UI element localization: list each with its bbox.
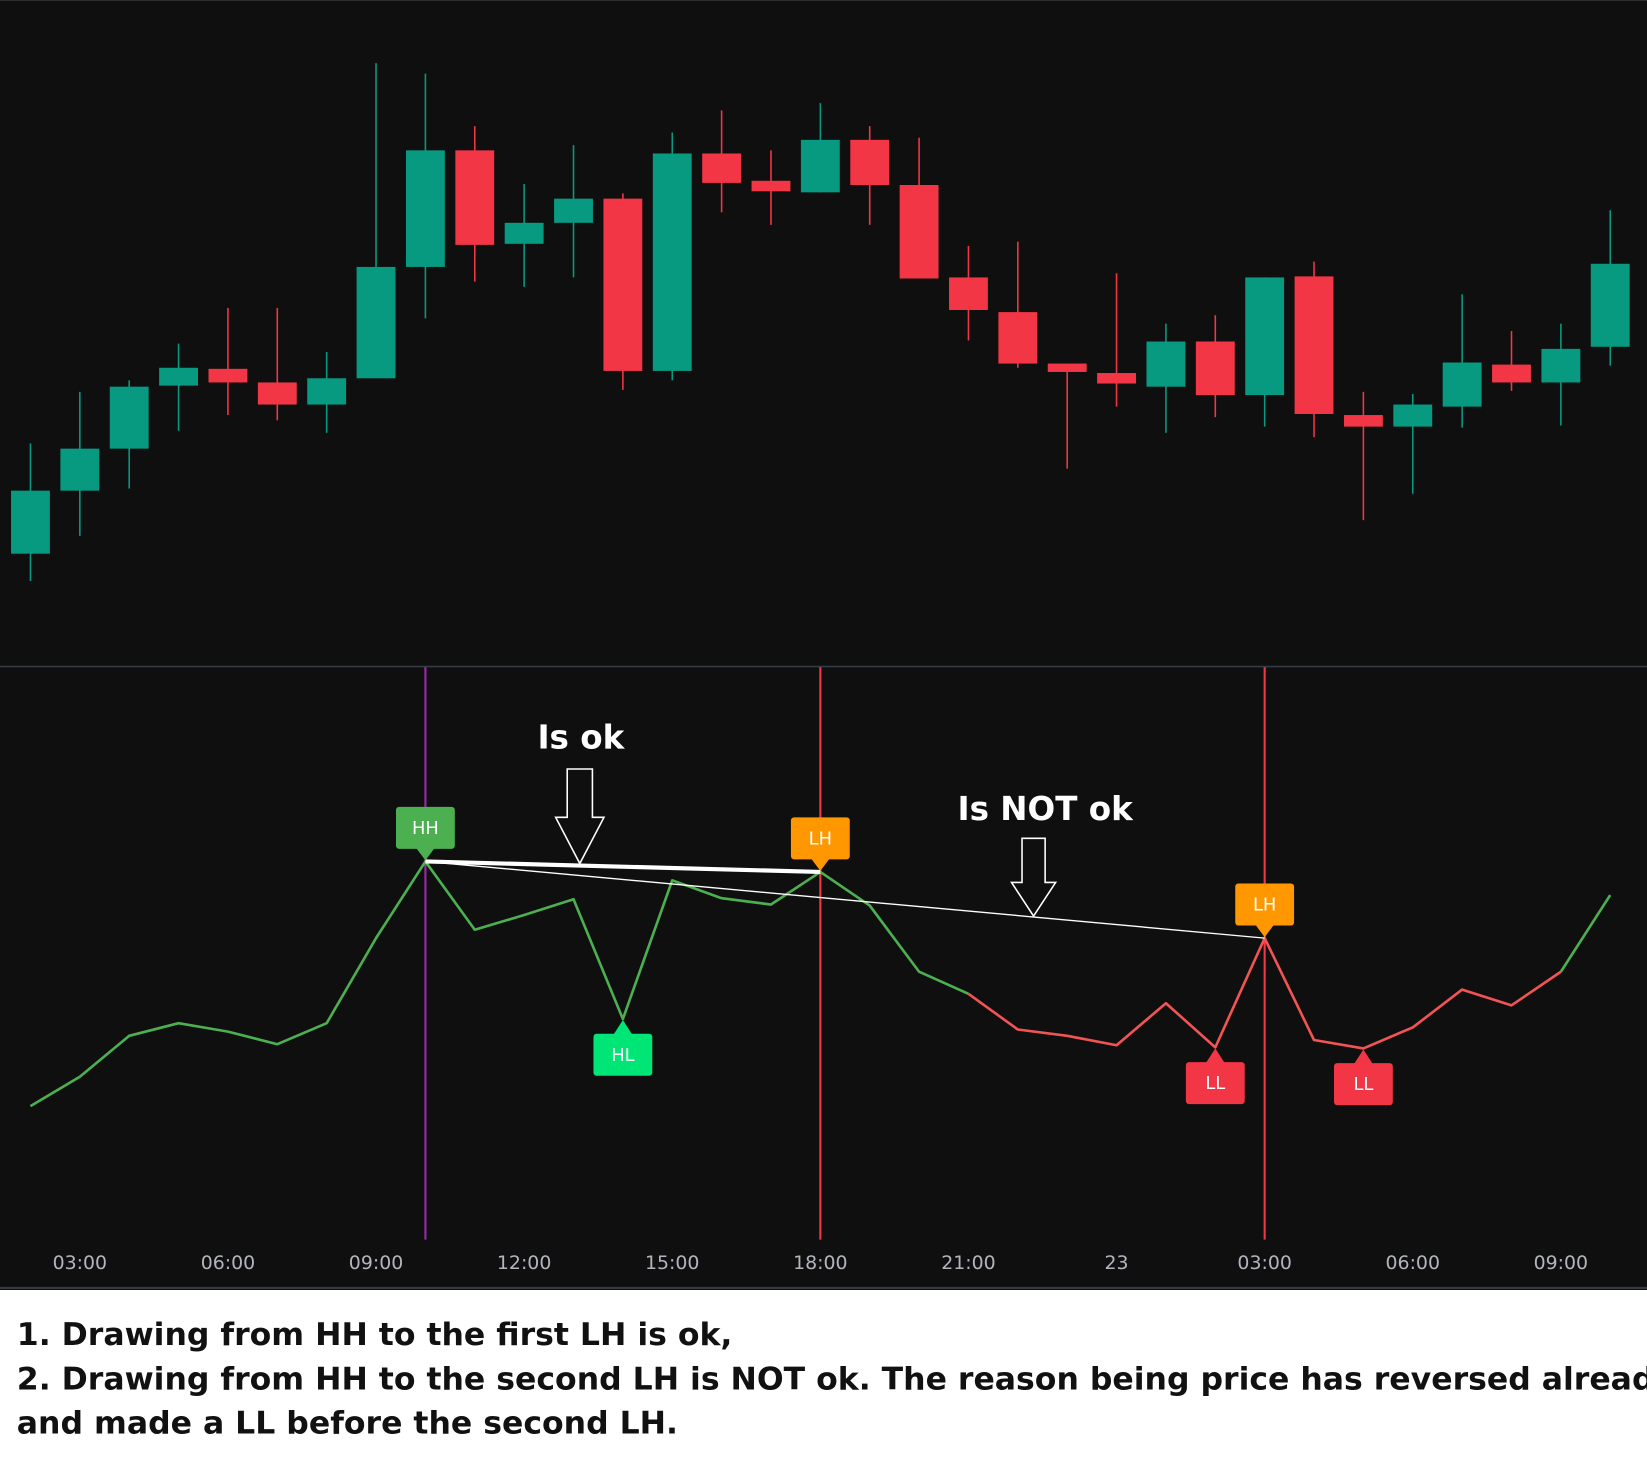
candle-body <box>455 150 495 245</box>
candle-body <box>257 382 297 405</box>
x-tick-label: 09:00 <box>349 1252 403 1274</box>
candle-body <box>1146 341 1186 387</box>
pivot-label: LH <box>1253 895 1276 916</box>
pivot-pointer <box>415 847 435 861</box>
candle-body <box>60 448 100 491</box>
pivot-label-box <box>1185 1062 1245 1105</box>
indicator-line <box>29 860 1612 1108</box>
pivot-label-box <box>790 817 850 860</box>
candle-body <box>1590 263 1630 347</box>
candle-body <box>751 180 791 192</box>
x-tick-label: 06:00 <box>201 1252 255 1274</box>
candle-body <box>702 153 742 183</box>
annotation-text: Is NOT ok <box>957 790 1134 828</box>
pivot-label: HL <box>611 1045 634 1066</box>
candle-body <box>800 139 840 193</box>
x-tick-label: 18:00 <box>793 1252 847 1274</box>
plot: 03:00 06:00 09:00 12:00 15:00 18:00 21:00 23 03:… <box>11 63 1630 1274</box>
chart-background <box>0 0 1647 1291</box>
annotation-arrow <box>1010 837 1058 918</box>
candle-body <box>356 266 396 379</box>
candle-body <box>850 139 890 185</box>
pivot-label: LL <box>1205 1073 1225 1094</box>
candle-body <box>949 277 988 310</box>
x-tick-label: 03:00 <box>1237 1252 1291 1274</box>
caption-line: 2. Drawing from HH to the second LH is N… <box>17 1361 1647 1397</box>
candle-body <box>1047 363 1087 372</box>
candle-body <box>208 368 248 383</box>
candle-body <box>1393 404 1433 427</box>
x-tick-label: 15:00 <box>645 1252 699 1274</box>
candle-body <box>405 150 445 267</box>
pivot-label-box <box>395 806 455 849</box>
candle-body <box>603 198 643 371</box>
candle-body <box>1195 341 1235 396</box>
trend-line <box>425 860 1265 939</box>
pivot-label: HH <box>412 818 439 839</box>
x-tick-label: 09:00 <box>1534 1252 1588 1274</box>
pivot-pointer <box>613 1020 633 1035</box>
candle-body <box>1442 362 1482 407</box>
pivot-label-box <box>1333 1063 1393 1106</box>
x-tick-label: 03:00 <box>53 1252 107 1274</box>
pivot-label-box <box>593 1033 653 1076</box>
candle-body <box>652 153 692 371</box>
caption-background <box>0 1290 1647 1475</box>
candle-body <box>554 198 593 223</box>
caption: 1. Drawing from HH to the first LH is ok… <box>17 1317 1647 1441</box>
pivot-label: LH <box>809 828 832 849</box>
pivot-label: LL <box>1353 1074 1373 1095</box>
candle-body <box>504 222 544 244</box>
x-tick-label: 12:00 <box>497 1252 551 1274</box>
candle-body <box>1294 276 1334 414</box>
candle-body <box>1541 348 1581 383</box>
candle-body <box>1097 373 1136 384</box>
candle-body <box>998 312 1038 364</box>
candle-body <box>11 490 50 554</box>
x-tick-label: 06:00 <box>1386 1252 1440 1274</box>
candle-body <box>1245 277 1285 396</box>
candle-body <box>899 184 939 279</box>
caption-line: and made a LL before the second LH. <box>17 1405 678 1441</box>
x-tick-label: 23 <box>1105 1252 1129 1274</box>
pivot-label-box <box>1235 883 1295 926</box>
annotation-text: Is ok <box>537 719 625 757</box>
x-tick-label: 21:00 <box>941 1252 995 1274</box>
annotations: Is ok Is NOT ok <box>537 719 1134 918</box>
pivot-pointer <box>1353 1049 1373 1065</box>
pivot-pointer <box>1205 1048 1225 1064</box>
pivot-pointer <box>810 858 830 871</box>
pivot-pointer <box>1255 924 1275 938</box>
candle-body <box>109 386 149 449</box>
candle-body <box>1492 364 1531 383</box>
candle-body <box>1343 415 1383 427</box>
candle-body <box>307 378 347 405</box>
candle-body <box>159 367 198 386</box>
trend-line <box>425 859 821 875</box>
caption-line: 1. Drawing from HH to the first LH is ok… <box>17 1317 733 1353</box>
annotation-arrow <box>554 768 606 866</box>
